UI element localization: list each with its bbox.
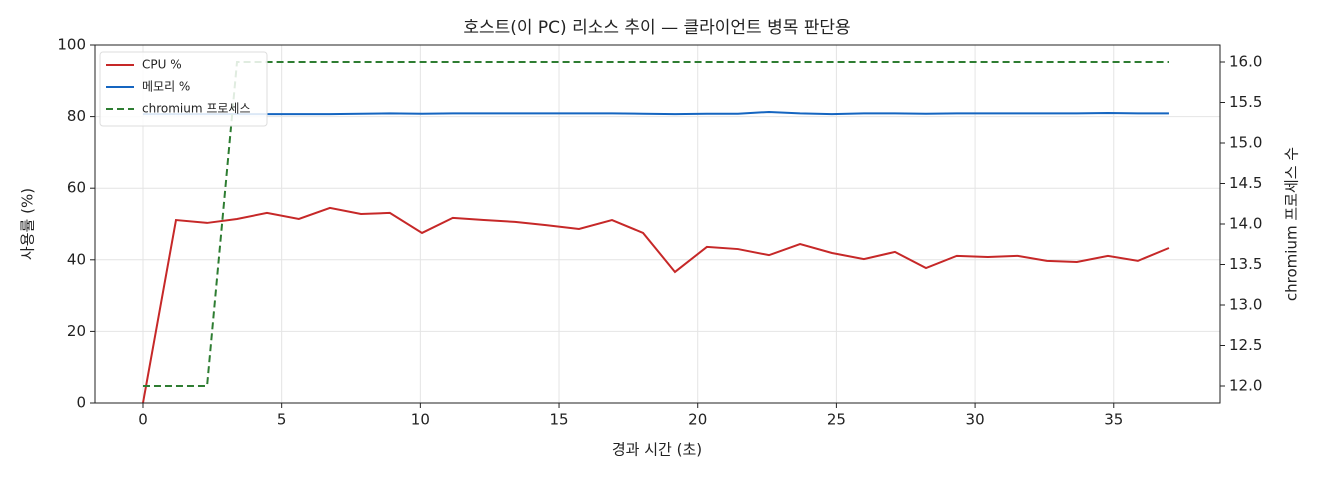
y2-tick-label: 15.0 [1229, 134, 1262, 152]
y-tick-label: 80 [67, 107, 86, 125]
y2-axis-label: chromium 프로세스 수 [1283, 147, 1301, 301]
legend-box [99, 51, 268, 127]
series-line [141, 206, 1170, 404]
series-line [142, 110, 1169, 116]
x-tick-label: 20 [688, 411, 707, 429]
y-tick-label: 0 [76, 394, 86, 412]
y-tick-label: 60 [67, 179, 86, 197]
y2-tick-label: 14.0 [1229, 215, 1262, 233]
x-tick-label: 30 [966, 411, 985, 429]
y-tick-label: 100 [57, 36, 86, 54]
x-tick-label: 5 [277, 411, 287, 429]
y2-tick-label: 12.0 [1229, 376, 1262, 394]
x-axis-label: 경과 시간 (초) [612, 441, 702, 459]
y2-tick-label: 13.5 [1229, 255, 1262, 273]
y2-tick-label: 12.5 [1229, 336, 1262, 354]
plot-frame [94, 44, 1221, 404]
x-tick-label: 0 [138, 411, 148, 429]
legend-label: chromium 프로세스 [142, 102, 251, 116]
x-tick-label: 15 [549, 411, 568, 429]
y2-tick-label: 15.5 [1229, 93, 1262, 111]
y2-tick-label: 13.0 [1229, 295, 1262, 313]
legend-label: CPU % [142, 58, 182, 72]
series-line [142, 61, 1169, 387]
y-tick-label: 40 [67, 250, 86, 268]
y-axis-label: 사용률 (%) [19, 188, 37, 260]
y2-tick-label: 14.5 [1229, 174, 1262, 192]
chart-title: 호스트(이 PC) 리소스 추이 — 클라이언트 병목 판단용 [463, 18, 850, 38]
y-tick-label: 20 [67, 322, 86, 340]
x-tick-label: 25 [827, 411, 846, 429]
x-tick-label: 35 [1104, 411, 1123, 429]
y2-tick-label: 16.0 [1229, 53, 1262, 71]
x-tick-label: 10 [411, 411, 430, 429]
legend-label: 메모리 % [142, 80, 190, 94]
